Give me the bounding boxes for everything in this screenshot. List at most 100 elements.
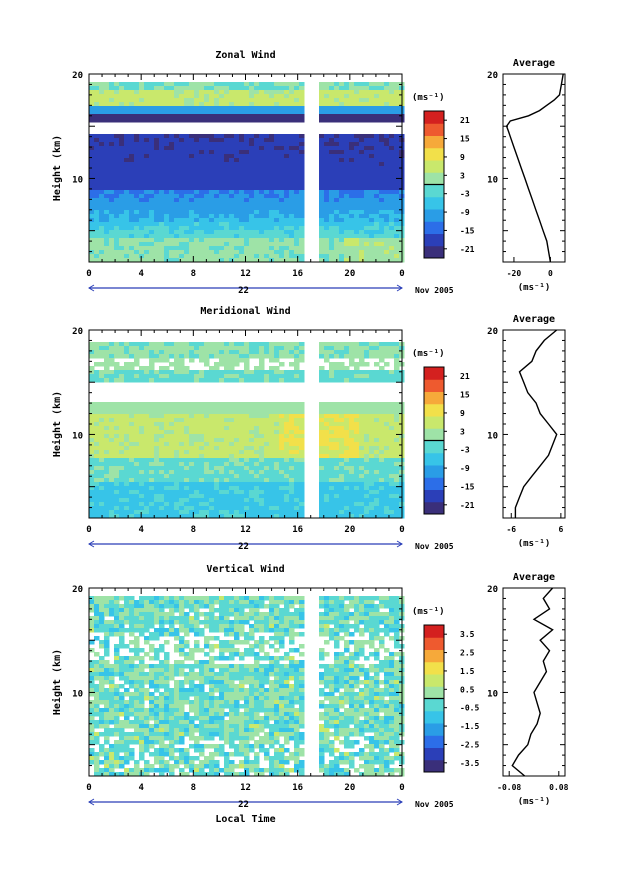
heatmap-cell <box>129 422 135 427</box>
heatmap-cell <box>384 442 390 447</box>
heatmap-cell <box>199 138 205 143</box>
heatmap-cell <box>264 410 270 415</box>
heatmap-cell <box>384 174 390 179</box>
heatmap-cell <box>374 374 380 379</box>
heatmap-cell <box>154 490 160 495</box>
heatmap-cell <box>224 90 230 95</box>
heatmap-cell <box>244 490 250 495</box>
heatmap-cell <box>239 458 245 463</box>
heatmap-cell <box>299 454 305 459</box>
heatmap-cell <box>384 138 390 143</box>
heatmap-cell <box>119 150 125 155</box>
heatmap-cell <box>364 430 370 435</box>
heatmap-cell <box>384 502 390 507</box>
heatmap-cell <box>144 474 150 479</box>
heatmap-cell <box>214 362 220 367</box>
heatmap-cell <box>294 502 300 507</box>
heatmap-cell <box>389 510 395 515</box>
heatmap-cell <box>174 82 180 87</box>
heatmap-cell <box>349 354 355 359</box>
heatmap-cell <box>204 218 210 223</box>
heatmap-cell <box>149 254 155 259</box>
heatmap-cell <box>359 98 365 103</box>
heatmap-cell <box>159 174 165 179</box>
heatmap-cell <box>299 90 305 95</box>
heatmap-cell <box>129 506 135 511</box>
heatmap-cell <box>159 218 165 223</box>
heatmap-cell <box>294 90 300 95</box>
heatmap-cell <box>369 194 375 199</box>
heatmap-cell <box>239 486 245 491</box>
heatmap-cell <box>384 254 390 259</box>
heatmap-cell <box>164 166 170 171</box>
heatmap-cell <box>374 446 380 451</box>
heatmap-cell <box>209 254 215 259</box>
heatmap-cell <box>94 466 100 471</box>
heatmap-cell <box>359 362 365 367</box>
heatmap-cell <box>259 474 265 479</box>
heatmap-cell <box>324 238 330 243</box>
heatmap-cell <box>214 450 220 455</box>
heatmap-cell <box>169 402 175 407</box>
heatmap-cell <box>334 86 340 91</box>
heatmap-cell <box>384 218 390 223</box>
heatmap-cell <box>349 246 355 251</box>
heatmap-cell <box>154 358 160 363</box>
heatmap-cell <box>279 158 285 163</box>
heatmap-cell <box>204 142 210 147</box>
heatmap-cell <box>219 246 225 251</box>
heatmap-cell <box>334 422 340 427</box>
heatmap-cell <box>164 82 170 87</box>
heatmap-cell <box>359 158 365 163</box>
heatmap-cell <box>234 454 240 459</box>
heatmap-cell <box>324 462 330 467</box>
heatmap-cell <box>264 406 270 411</box>
heatmap-cell <box>224 374 230 379</box>
heatmap-cell <box>269 414 275 419</box>
heatmap-cell <box>379 158 385 163</box>
heatmap-cell <box>299 98 305 103</box>
heatmap-cell <box>189 166 195 171</box>
heatmap-cell <box>89 202 95 207</box>
heatmap-cell <box>154 114 160 119</box>
heatmap-cell <box>294 466 300 471</box>
heatmap-cell <box>194 250 200 255</box>
heatmap-cell <box>349 458 355 463</box>
heatmap-cell <box>389 222 395 227</box>
heatmap-cell <box>369 178 375 183</box>
heatmap-cell <box>369 142 375 147</box>
heatmap-cell <box>324 102 330 107</box>
heatmap-cell <box>149 410 155 415</box>
heatmap-cell <box>324 178 330 183</box>
heatmap-cell <box>214 218 220 223</box>
heatmap-cell <box>219 502 225 507</box>
heatmap-cell <box>234 434 240 439</box>
heatmap-cell <box>274 462 280 467</box>
heatmap-cell <box>254 378 260 383</box>
heatmap-cell <box>264 474 270 479</box>
heatmap-cell <box>154 142 160 147</box>
heatmap-cell <box>174 378 180 383</box>
heatmap-cell <box>214 506 220 511</box>
heatmap-cell <box>179 450 185 455</box>
heatmap-cell <box>134 414 140 419</box>
heatmap-cell <box>129 190 135 195</box>
heatmap-cell <box>154 474 160 479</box>
heatmap-cell <box>109 462 115 467</box>
heatmap-cell <box>294 346 300 351</box>
heatmap-cell <box>324 350 330 355</box>
heatmap-cell <box>299 242 305 247</box>
heatmap-cell <box>99 166 105 171</box>
heatmap-cell <box>389 454 395 459</box>
heatmap-cell <box>269 214 275 219</box>
heatmap-cell <box>194 370 200 375</box>
heatmap-cell <box>109 482 115 487</box>
heatmap-cell <box>189 82 195 87</box>
heatmap-cell <box>264 154 270 159</box>
heatmap-cell <box>359 254 365 259</box>
heatmap-cell <box>199 450 205 455</box>
heatmap-cell <box>149 514 155 519</box>
heatmap-cell <box>229 146 235 151</box>
heatmap-cell <box>109 478 115 483</box>
heatmap-cell <box>254 186 260 191</box>
